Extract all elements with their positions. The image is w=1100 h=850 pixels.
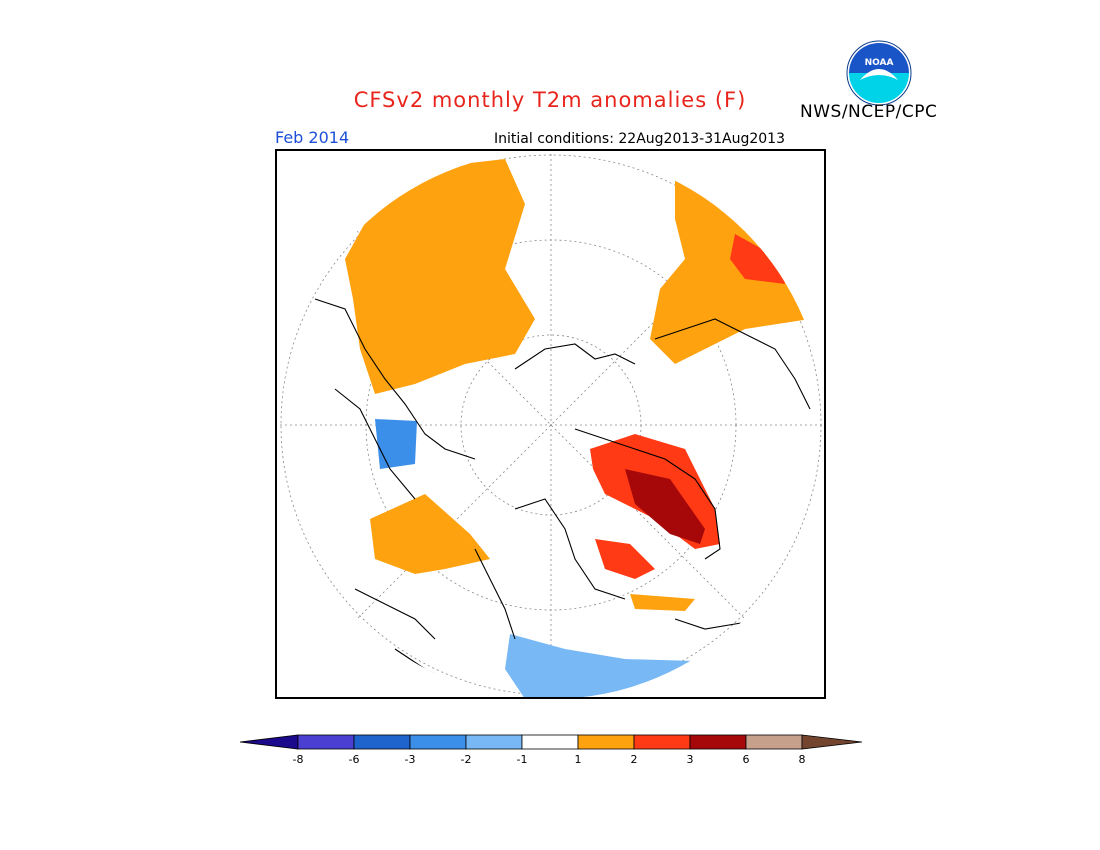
colorbar-bin-8 [689, 734, 747, 750]
initial-conditions: Initial conditions: 22Aug2013-31Aug2013 [494, 131, 785, 147]
anomaly-siberia [345, 159, 535, 394]
agency-label: NWS/NCEP/CPC [800, 102, 938, 122]
svg-text:NOAA: NOAA [865, 58, 894, 68]
colorbar: -8 -6 -3 -2 -1 1 2 3 6 8 [239, 734, 862, 766]
colorbar-bin-4 [465, 734, 523, 750]
colorbar-tick-label: 1 [575, 753, 582, 766]
colorbar-bin-2 [353, 734, 411, 750]
anomaly-baffin [595, 539, 655, 579]
polar-anomaly-map [275, 149, 826, 699]
colorbar-bin-10 [801, 734, 862, 750]
anomaly-caspian-cold [375, 419, 417, 469]
colorbar-tick-label: 6 [743, 753, 750, 766]
chart-title: CFSv2 monthly T2m anomalies (F) [353, 88, 747, 112]
colorbar-bin-6 [577, 734, 635, 750]
colorbar-tick-label: -2 [461, 753, 472, 766]
colorbar-bin-0 [239, 734, 299, 750]
colorbar-bin-5 [521, 734, 579, 750]
noaa-logo: NOAA [846, 40, 912, 106]
colorbar-tick-label: -8 [293, 753, 304, 766]
colorbar-tick-label: 8 [799, 753, 806, 766]
colorbar-tick-label: -6 [349, 753, 360, 766]
anomaly-greenland-core [625, 469, 705, 544]
colorbar-tick-label: -3 [405, 753, 416, 766]
colorbar-tick-label: 2 [631, 753, 638, 766]
anomaly-kamchatka [650, 174, 810, 364]
anomaly-scandinavia [370, 494, 490, 574]
forecast-period: Feb 2014 [275, 128, 350, 147]
colorbar-tick-label: 3 [687, 753, 694, 766]
colorbar-bin-7 [633, 734, 691, 750]
coastlines [314, 298, 811, 695]
colorbar-bin-9 [745, 734, 803, 750]
anomaly-hudson [630, 594, 695, 611]
colorbar-bin-3 [409, 734, 467, 750]
colorbar-tick-label: -1 [517, 753, 528, 766]
colorbar-bin-1 [297, 734, 355, 750]
anomaly-kamchatka-warm [730, 234, 785, 284]
